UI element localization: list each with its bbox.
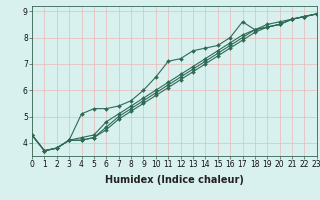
X-axis label: Humidex (Indice chaleur): Humidex (Indice chaleur): [105, 175, 244, 185]
